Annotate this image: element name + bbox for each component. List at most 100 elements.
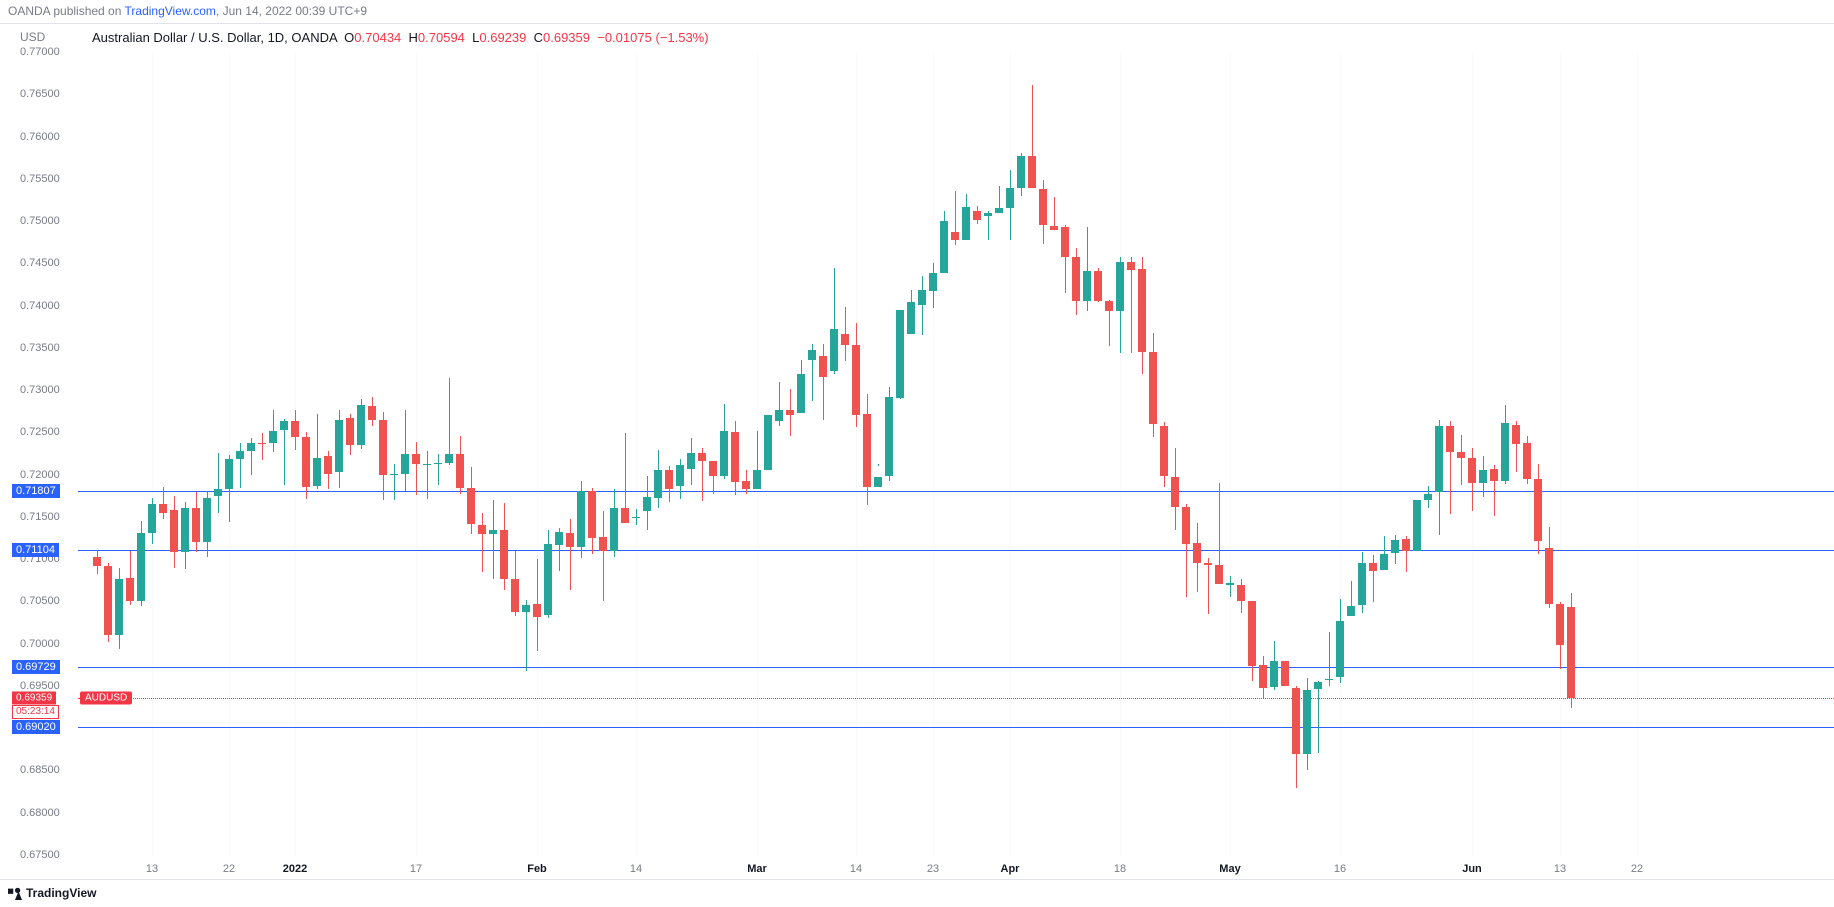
candle-body[interactable] — [995, 208, 1003, 213]
candle-body[interactable] — [434, 463, 442, 465]
candle-body[interactable] — [1281, 661, 1289, 686]
candle-body[interactable] — [126, 578, 134, 602]
candle-body[interactable] — [588, 491, 596, 538]
candle-body[interactable] — [797, 374, 805, 413]
candle-body[interactable] — [610, 508, 618, 550]
candle-body[interactable] — [720, 431, 728, 477]
candle-body[interactable] — [698, 453, 706, 461]
candle-body[interactable] — [225, 459, 233, 489]
candle-body[interactable] — [984, 213, 992, 216]
candle-body[interactable] — [1292, 688, 1300, 754]
candle-body[interactable] — [1039, 189, 1047, 225]
candle-body[interactable] — [885, 397, 893, 476]
candle-body[interactable] — [1490, 469, 1498, 482]
candle-body[interactable] — [467, 488, 475, 524]
candle-body[interactable] — [1171, 477, 1179, 507]
candle-body[interactable] — [962, 207, 970, 240]
candle-body[interactable] — [1446, 426, 1454, 451]
candle-body[interactable] — [577, 491, 585, 548]
candle-body[interactable] — [1072, 257, 1080, 301]
candle-body[interactable] — [544, 544, 552, 615]
candle-body[interactable] — [808, 350, 816, 360]
candle-body[interactable] — [654, 470, 662, 499]
candle-body[interactable] — [302, 437, 310, 488]
candle-body[interactable] — [819, 356, 827, 377]
candle-body[interactable] — [896, 310, 904, 398]
candle-body[interactable] — [313, 458, 321, 487]
candle-body[interactable] — [1424, 494, 1432, 500]
candle-body[interactable] — [258, 443, 266, 444]
chart-area[interactable]: USD Australian Dollar / U.S. Dollar, 1D,… — [0, 24, 1834, 879]
candle-body[interactable] — [1259, 665, 1267, 688]
candle-body[interactable] — [1413, 500, 1421, 551]
candle-body[interactable] — [874, 477, 882, 487]
candle-body[interactable] — [1556, 604, 1564, 645]
candle-body[interactable] — [368, 406, 376, 420]
support-resistance-line[interactable] — [78, 727, 1834, 728]
candle-body[interactable] — [269, 431, 277, 443]
candle-body[interactable] — [181, 508, 189, 551]
candle-body[interactable] — [973, 211, 981, 220]
candle-body[interactable] — [1435, 426, 1443, 492]
candle-body[interactable] — [555, 532, 563, 545]
candle-body[interactable] — [247, 443, 255, 451]
candle-body[interactable] — [841, 334, 849, 345]
candle-body[interactable] — [775, 410, 783, 420]
candle-body[interactable] — [907, 302, 915, 334]
candle-body[interactable] — [1347, 606, 1355, 616]
candle-body[interactable] — [599, 537, 607, 551]
candle-body[interactable] — [1226, 583, 1234, 586]
candle-body[interactable] — [1534, 479, 1542, 542]
candle-body[interactable] — [566, 533, 574, 547]
candle-body[interactable] — [1402, 539, 1410, 551]
support-resistance-line[interactable] — [78, 550, 1834, 551]
candle-body[interactable] — [621, 508, 629, 523]
candle-body[interactable] — [1083, 271, 1091, 301]
candle-body[interactable] — [401, 454, 409, 474]
candle-body[interactable] — [1479, 470, 1487, 484]
candle-body[interactable] — [742, 481, 750, 489]
candle-body[interactable] — [489, 530, 497, 534]
candle-body[interactable] — [1215, 565, 1223, 584]
candle-body[interactable] — [1380, 554, 1388, 570]
candle-body[interactable] — [456, 454, 464, 489]
candle-body[interactable] — [676, 465, 684, 486]
candle-body[interactable] — [1028, 156, 1036, 188]
candle-body[interactable] — [1314, 682, 1322, 690]
candle-body[interactable] — [522, 605, 530, 613]
plot-surface[interactable]: 0.770000.765000.760000.755000.750000.745… — [0, 24, 1834, 879]
candle-body[interactable] — [940, 221, 948, 273]
candle-body[interactable] — [478, 525, 486, 534]
candle-body[interactable] — [1303, 690, 1311, 753]
candle-body[interactable] — [159, 504, 167, 512]
candle-body[interactable] — [929, 273, 937, 292]
candle-body[interactable] — [412, 454, 420, 465]
candle-body[interactable] — [1391, 540, 1399, 554]
candle-body[interactable] — [753, 470, 761, 489]
candle-body[interactable] — [1325, 679, 1333, 680]
candle-body[interactable] — [1204, 563, 1212, 566]
candle-body[interactable] — [1336, 621, 1344, 678]
candle-body[interactable] — [423, 464, 431, 465]
candle-body[interactable] — [632, 517, 640, 518]
candle-body[interactable] — [1501, 423, 1509, 480]
candle-body[interactable] — [324, 456, 332, 474]
candle-body[interactable] — [1193, 543, 1201, 562]
candle-body[interactable] — [104, 566, 112, 635]
candle-body[interactable] — [709, 461, 717, 476]
candle-body[interactable] — [1523, 443, 1531, 479]
candle-body[interactable] — [1149, 352, 1157, 424]
candle-body[interactable] — [731, 432, 739, 483]
candle-body[interactable] — [379, 420, 387, 476]
candle-body[interactable] — [687, 453, 695, 469]
candle-body[interactable] — [1061, 227, 1069, 257]
candle-body[interactable] — [918, 290, 926, 305]
candle-body[interactable] — [1468, 458, 1476, 483]
support-resistance-line[interactable] — [78, 491, 1834, 492]
candle-body[interactable] — [863, 414, 871, 488]
candle-body[interactable] — [830, 329, 838, 371]
candle-body[interactable] — [1512, 425, 1520, 444]
candle-body[interactable] — [1006, 188, 1014, 207]
candle-body[interactable] — [1358, 563, 1366, 605]
candle-body[interactable] — [1567, 607, 1575, 698]
